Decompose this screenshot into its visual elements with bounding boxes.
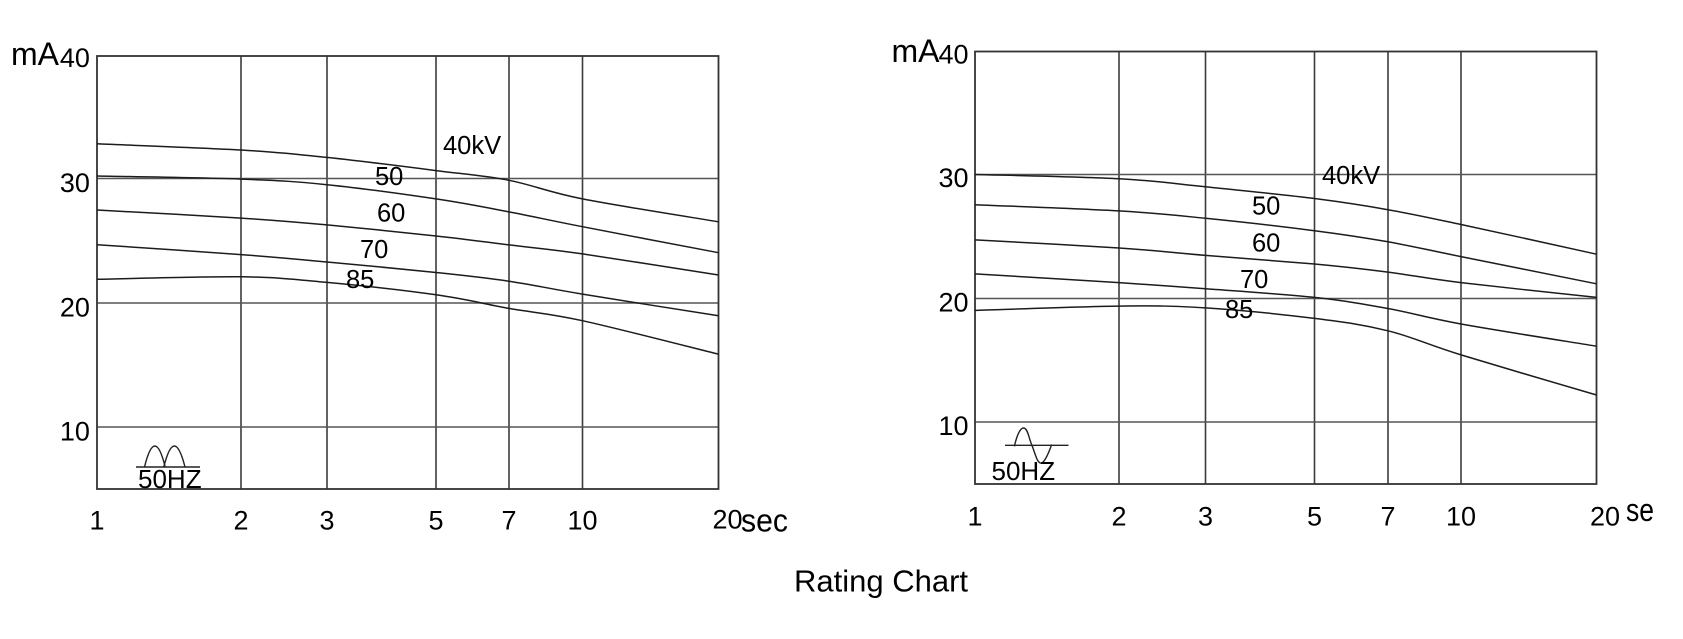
svg-text:10: 10 (60, 417, 90, 447)
svg-text:se: se (1626, 492, 1654, 528)
svg-text:50: 50 (1252, 193, 1280, 221)
svg-text:70: 70 (1240, 266, 1268, 294)
svg-text:1: 1 (89, 506, 104, 536)
svg-text:3: 3 (1198, 502, 1213, 532)
svg-text:50HZ: 50HZ (138, 464, 202, 494)
svg-text:85: 85 (346, 266, 374, 294)
svg-text:2: 2 (1111, 502, 1126, 532)
svg-text:20: 20 (713, 505, 743, 535)
svg-text:2: 2 (233, 506, 248, 536)
svg-text:85: 85 (1225, 296, 1253, 324)
svg-text:sec: sec (741, 503, 788, 539)
svg-text:30: 30 (938, 163, 968, 193)
svg-text:40: 40 (60, 43, 90, 73)
svg-text:10: 10 (938, 411, 968, 441)
svg-text:40kV: 40kV (1322, 162, 1380, 190)
svg-text:20: 20 (60, 293, 90, 323)
svg-text:40: 40 (938, 40, 968, 70)
svg-text:mA: mA (892, 33, 941, 69)
svg-text:Rating Chart: Rating Chart (794, 564, 968, 599)
svg-text:60: 60 (377, 200, 405, 228)
svg-text:10: 10 (1446, 502, 1476, 532)
svg-text:7: 7 (501, 506, 516, 536)
svg-text:1: 1 (967, 502, 982, 532)
svg-text:60: 60 (1252, 230, 1280, 258)
svg-text:mA: mA (11, 36, 60, 72)
svg-text:7: 7 (1380, 502, 1395, 532)
svg-text:30: 30 (60, 168, 90, 198)
svg-text:70: 70 (360, 236, 388, 264)
svg-text:20: 20 (1590, 502, 1620, 532)
svg-text:5: 5 (1307, 502, 1322, 532)
svg-text:3: 3 (319, 506, 334, 536)
svg-text:50HZ: 50HZ (992, 456, 1056, 486)
svg-text:40kV: 40kV (443, 132, 501, 160)
svg-text:20: 20 (938, 288, 968, 318)
svg-text:5: 5 (428, 506, 443, 536)
svg-text:10: 10 (567, 506, 597, 536)
svg-text:50: 50 (375, 163, 403, 191)
